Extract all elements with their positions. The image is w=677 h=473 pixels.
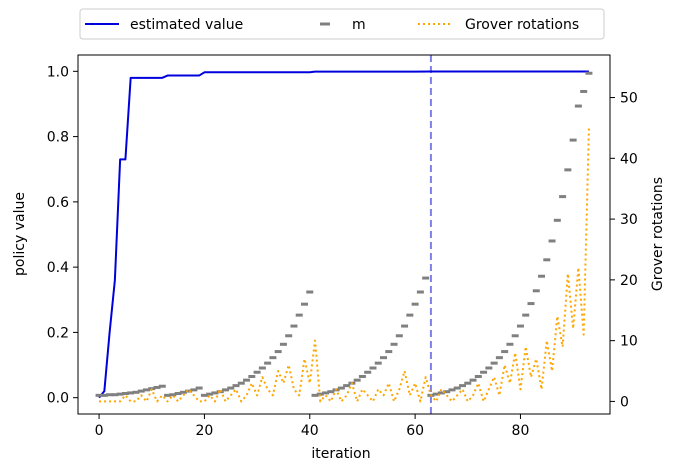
legend-label-grover-rotations: Grover rotations — [465, 17, 579, 33]
legend: estimated value m Grover rotations — [79, 8, 605, 40]
y-tick-label-left: 1.0 — [47, 64, 69, 80]
y-tick-label-left: 0.4 — [47, 260, 69, 276]
x-axis-label: iteration — [311, 446, 370, 462]
y-tick-label-left: 0.6 — [47, 195, 69, 211]
legend-label-estimated-value: estimated value — [130, 17, 243, 33]
series-estimated-value-line — [98, 70, 589, 399]
x-tick-label: 0 — [95, 423, 104, 439]
y-tick-label-right: 30 — [620, 212, 638, 228]
y-axis-label-left: policy value — [12, 192, 28, 276]
axes-frame — [77, 54, 611, 415]
series-grover-rotations-line — [99, 127, 590, 403]
x-tick-label: 80 — [512, 423, 530, 439]
x-tick-label: 20 — [196, 423, 214, 439]
legend-label-m: m — [352, 17, 366, 33]
y-tick-label-right: 0 — [620, 394, 629, 410]
y-tick-label-left: 0.8 — [47, 130, 69, 146]
y-tick-label-right: 10 — [620, 334, 638, 350]
y-tick-label-right: 50 — [620, 91, 638, 107]
y-tick-label-right: 40 — [620, 151, 638, 167]
axis-ticks: 0 20 40 60 80 0.0 0.2 0.4 0.6 0.8 1.0 0 10 20 30 40 50 — [47, 64, 638, 439]
y-tick-label-left: 0.2 — [47, 325, 69, 341]
y-tick-label-right: 20 — [620, 273, 638, 289]
y-tick-label-left: 0.0 — [47, 391, 69, 407]
x-tick-label: 60 — [406, 423, 424, 439]
x-tick-label: 40 — [301, 423, 319, 439]
legend-box — [79, 8, 605, 40]
plot-area — [95, 55, 593, 414]
y-axis-label-right: Grover rotations — [650, 177, 666, 291]
